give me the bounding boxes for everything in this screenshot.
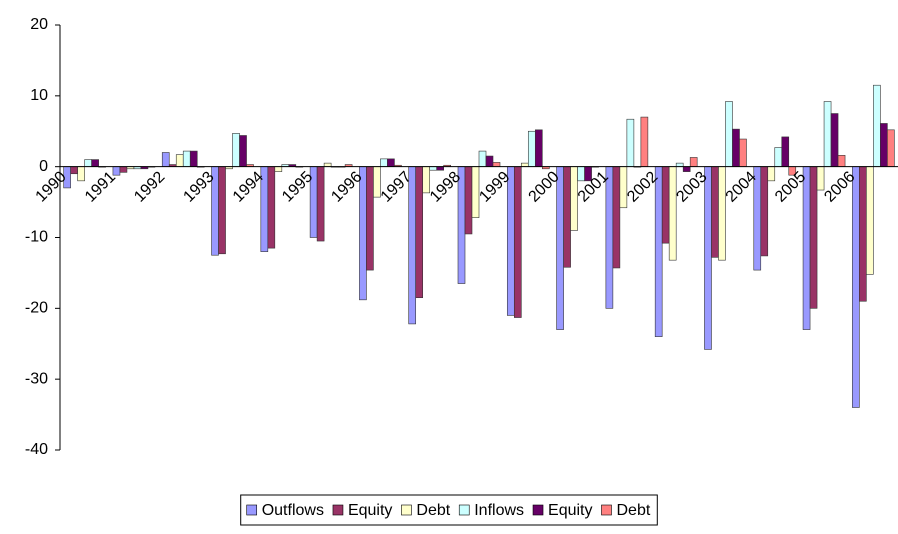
- legend-swatch: [246, 504, 258, 516]
- legend-label: Debt: [616, 502, 650, 519]
- bar: [359, 166, 367, 301]
- legend-label: Debt: [416, 502, 450, 519]
- legend-swatch: [532, 504, 544, 516]
- bar: [464, 166, 473, 235]
- bar: [527, 130, 536, 167]
- y-tick-label: -30: [25, 370, 48, 387]
- y-tick-label: -10: [25, 229, 48, 246]
- bar: [704, 166, 712, 350]
- bar: [661, 166, 670, 244]
- bar: [570, 166, 578, 231]
- bar: [239, 135, 247, 167]
- y-tick-label: 0: [39, 158, 48, 175]
- bar: [605, 166, 614, 309]
- bar: [323, 162, 332, 167]
- bar: [873, 84, 881, 167]
- bar: [577, 166, 585, 182]
- bar: [774, 147, 783, 167]
- bar: [837, 155, 846, 167]
- bar: [182, 150, 191, 167]
- bar: [767, 166, 776, 182]
- bar: [387, 158, 395, 167]
- bar: [119, 166, 128, 173]
- bar: [189, 150, 198, 167]
- bar: [760, 166, 769, 257]
- bar: [84, 159, 92, 167]
- bar: [485, 155, 494, 167]
- bar: [619, 166, 628, 209]
- bar: [781, 136, 790, 167]
- bar: [415, 166, 424, 299]
- bar: [852, 166, 860, 408]
- bar: [112, 166, 121, 176]
- bar: [436, 166, 445, 171]
- bar: [91, 159, 99, 167]
- legend-label: Equity: [348, 502, 392, 519]
- bar: [563, 166, 571, 268]
- bar: [366, 166, 374, 271]
- bar: [534, 129, 543, 167]
- bar: [556, 166, 564, 330]
- legend-label: Inflows: [474, 502, 524, 519]
- y-tick-label: 20: [30, 16, 48, 33]
- bar: [267, 166, 276, 249]
- y-tick-label: 10: [30, 87, 48, 104]
- bar: [823, 101, 832, 167]
- bar: [626, 118, 635, 167]
- legend-label: Equity: [548, 502, 592, 519]
- legend-swatch: [332, 504, 344, 516]
- bar: [640, 116, 649, 167]
- bar: [739, 138, 747, 167]
- bar: [880, 123, 888, 167]
- bar: [809, 166, 818, 309]
- bar: [513, 166, 522, 318]
- bar: [668, 166, 677, 261]
- legend-label: Outflows: [262, 502, 324, 519]
- bar: [492, 162, 501, 167]
- legend-swatch: [601, 504, 612, 516]
- legend: Outflows Equity Debt Inflows Equity Debt: [240, 494, 658, 526]
- legend-swatch: [458, 504, 470, 516]
- bar: [408, 166, 417, 325]
- bar: [316, 166, 325, 242]
- y-tick-label: -20: [25, 300, 48, 317]
- bar: [218, 166, 226, 255]
- bar: [725, 101, 733, 167]
- bar: [802, 166, 811, 330]
- bar: [732, 128, 740, 167]
- bar: [711, 166, 719, 258]
- bar: [866, 166, 874, 275]
- bar: [478, 150, 487, 167]
- bar: [77, 166, 85, 182]
- bar: [816, 166, 825, 191]
- bar: [520, 162, 529, 167]
- bar: [654, 166, 663, 337]
- bar: [830, 113, 839, 167]
- y-tick-label: -40: [25, 441, 48, 458]
- bar: [718, 166, 726, 261]
- x-tick-label: 1992: [131, 168, 168, 205]
- bar: [887, 129, 895, 167]
- bar: [161, 152, 170, 167]
- bar: [429, 166, 438, 171]
- bar: [689, 157, 698, 167]
- bar: [675, 162, 684, 167]
- bar: [682, 166, 691, 172]
- bar: [612, 166, 621, 269]
- legend-swatch: [401, 504, 412, 516]
- bar: [422, 166, 431, 194]
- legend-box: [240, 494, 658, 526]
- bar: [175, 154, 184, 167]
- bar: [859, 166, 867, 302]
- bar: [274, 166, 283, 172]
- bar: [506, 166, 515, 316]
- bar: [380, 158, 388, 167]
- bar: [70, 166, 78, 175]
- bar: [232, 133, 240, 167]
